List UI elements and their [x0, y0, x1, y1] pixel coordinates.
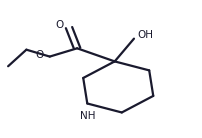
Text: O: O: [35, 51, 43, 60]
Text: O: O: [56, 20, 64, 30]
Text: NH: NH: [79, 111, 95, 121]
Text: OH: OH: [137, 30, 153, 40]
